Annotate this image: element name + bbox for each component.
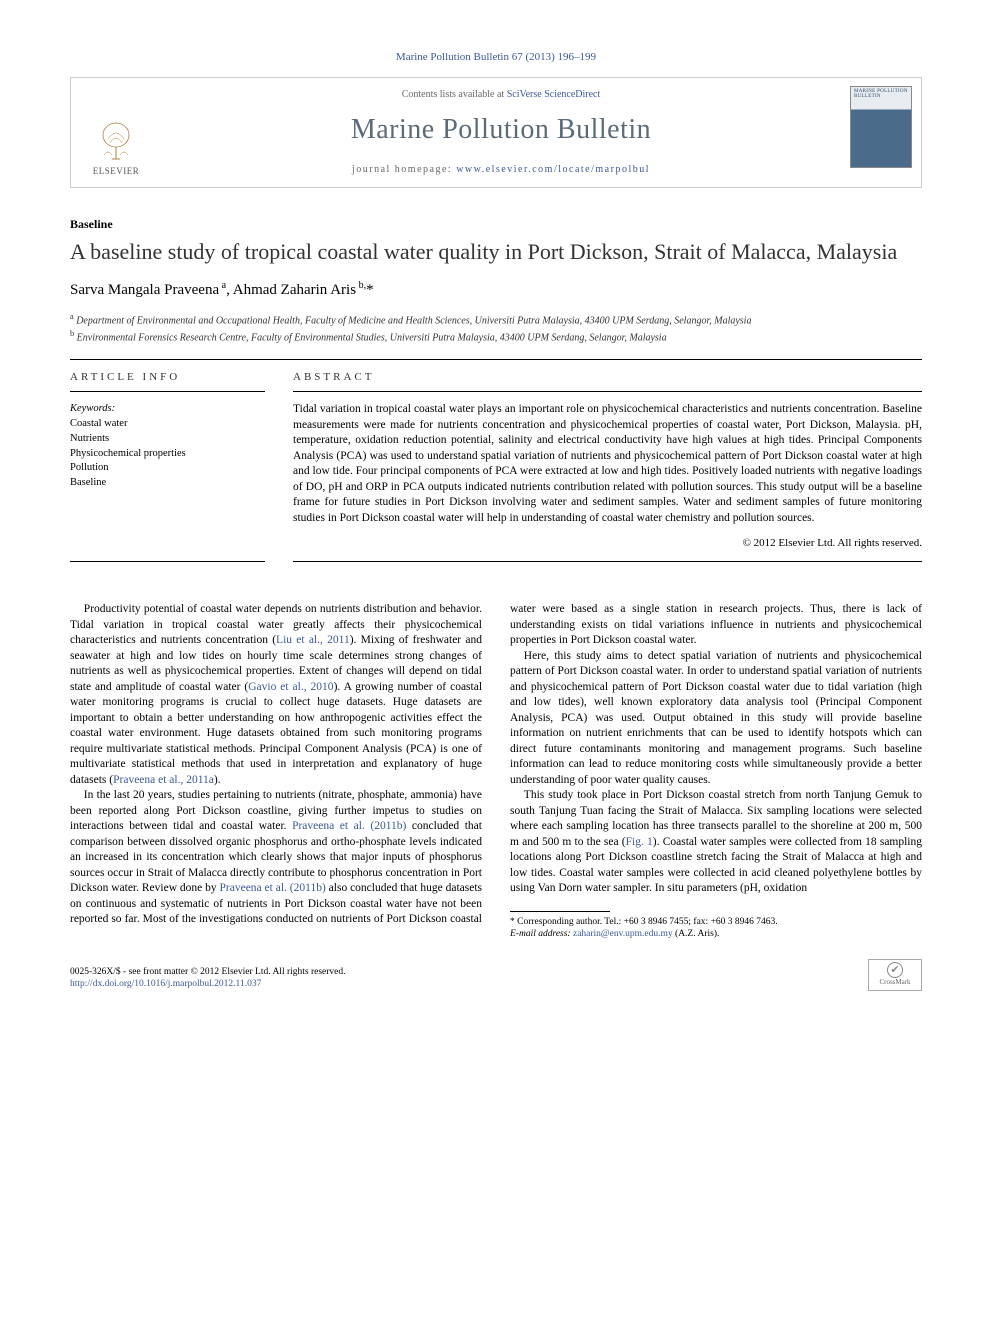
- affil-sup-b: b: [70, 329, 74, 338]
- body-para-4: This study took place in Port Dickson co…: [510, 788, 922, 897]
- abstract-bottom-rule: [293, 561, 922, 562]
- crossmark-icon: ✔: [887, 962, 903, 978]
- body-para-1: Productivity potential of coastal water …: [70, 602, 482, 788]
- citation-link[interactable]: Praveena et al. (2011b): [292, 820, 406, 832]
- footnote-rule: [510, 911, 610, 912]
- footer-copyright-line: 0025-326X/$ - see front matter © 2012 El…: [70, 966, 346, 978]
- journal-name: Marine Pollution Bulletin: [161, 111, 841, 149]
- article-section-label: Baseline: [70, 216, 922, 232]
- elsevier-tree-icon: [94, 119, 138, 163]
- abstract-column: ABSTRACT Tidal variation in tropical coa…: [293, 370, 922, 551]
- contents-prefix: Contents lists available at: [402, 89, 507, 100]
- body-text: Productivity potential of coastal water …: [70, 602, 922, 940]
- body-text-span: ).: [214, 774, 221, 786]
- article-info-heading: ARTICLE INFO: [70, 370, 265, 392]
- crossmark-badge[interactable]: ✔ CrossMark: [868, 959, 922, 991]
- affil-text-b: Environmental Forensics Research Centre,…: [77, 332, 667, 343]
- page-footer: 0025-326X/$ - see front matter © 2012 El…: [70, 959, 922, 991]
- abstract-heading: ABSTRACT: [293, 370, 922, 392]
- author-1-affil: a: [219, 280, 226, 291]
- publisher-logo-col: ELSEVIER: [71, 78, 161, 187]
- citation-link[interactable]: Praveena et al., 2011a: [113, 774, 214, 786]
- contents-available-line: Contents lists available at SciVerse Sci…: [161, 88, 841, 102]
- keyword-item: Nutrients: [70, 432, 265, 447]
- footer-left: 0025-326X/$ - see front matter © 2012 El…: [70, 966, 346, 991]
- journal-homepage-link[interactable]: www.elsevier.com/locate/marpolbul: [456, 164, 650, 175]
- publisher-name: ELSEVIER: [93, 165, 140, 177]
- keyword-item: Pollution: [70, 461, 265, 476]
- journal-homepage-line: journal homepage: www.elsevier.com/locat…: [161, 163, 841, 177]
- keyword-item: Baseline: [70, 476, 265, 491]
- footnote-email-line: E-mail address: zaharin@env.upm.edu.my (…: [510, 928, 922, 940]
- email-who: (A.Z. Aris).: [675, 929, 719, 939]
- running-head-citation: Marine Pollution Bulletin 67 (2013) 196–…: [70, 50, 922, 65]
- footnote-corr-line: * Corresponding author. Tel.: +60 3 8946…: [510, 916, 922, 928]
- citation-link[interactable]: Liu et al., 2011: [276, 634, 350, 646]
- author-1: Sarva Mangala Praveena: [70, 282, 219, 298]
- info-abstract-block: ARTICLE INFO Keywords: Coastal water Nut…: [70, 370, 922, 551]
- doi-link[interactable]: http://dx.doi.org/10.1016/j.marpolbul.20…: [70, 979, 261, 989]
- author-2-affil: b,: [356, 280, 366, 291]
- journal-header-center: Contents lists available at SciVerse Sci…: [161, 78, 841, 187]
- cover-thumb-col: MARINE POLLUTION BULLETIN: [841, 78, 921, 187]
- body-para-3: Here, this study aims to detect spatial …: [510, 649, 922, 789]
- figure-link[interactable]: Fig. 1: [626, 836, 653, 848]
- cover-thumb-title: MARINE POLLUTION BULLETIN: [854, 89, 908, 100]
- affiliations: a Department of Environmental and Occupa…: [70, 311, 922, 346]
- abstract-copyright: © 2012 Elsevier Ltd. All rights reserved…: [293, 536, 922, 551]
- title-rule: [70, 359, 922, 360]
- body-text-span: ). A growing number of coastal water mon…: [70, 681, 482, 786]
- affiliation-a: a Department of Environmental and Occupa…: [70, 311, 922, 328]
- citation-link[interactable]: Praveena et al. (2011b): [220, 882, 326, 894]
- corresponding-email-link[interactable]: zaharin@env.upm.edu.my: [573, 929, 673, 939]
- info-abstract-bottom-rules: [70, 561, 922, 562]
- affil-sup-a: a: [70, 312, 74, 321]
- journal-cover-thumbnail: MARINE POLLUTION BULLETIN: [850, 86, 912, 168]
- elsevier-logo: ELSEVIER: [93, 119, 140, 177]
- author-2: Ahmad Zaharin Aris: [233, 282, 356, 298]
- article-info-column: ARTICLE INFO Keywords: Coastal water Nut…: [70, 370, 265, 551]
- keywords-label: Keywords:: [70, 402, 265, 416]
- affil-text-a: Department of Environmental and Occupati…: [76, 315, 751, 326]
- sciencedirect-link[interactable]: SciVerse ScienceDirect: [507, 89, 601, 100]
- crossmark-label: CrossMark: [879, 978, 910, 987]
- info-bottom-rule: [70, 561, 265, 562]
- abstract-text: Tidal variation in tropical coastal wate…: [293, 402, 922, 526]
- keyword-item: Physicochemical properties: [70, 447, 265, 462]
- email-label: E-mail address:: [510, 929, 571, 939]
- article-title: A baseline study of tropical coastal wat…: [70, 238, 922, 266]
- authors-line: Sarva Mangala Praveena a, Ahmad Zaharin …: [70, 279, 922, 300]
- citation-link[interactable]: Gavio et al., 2010: [248, 681, 333, 693]
- journal-header: ELSEVIER Contents lists available at Sci…: [70, 77, 922, 188]
- corresponding-author-footnote: * Corresponding author. Tel.: +60 3 8946…: [510, 916, 922, 941]
- affiliation-b: b Environmental Forensics Research Centr…: [70, 328, 922, 345]
- keyword-item: Coastal water: [70, 417, 265, 432]
- corresponding-author-marker[interactable]: *: [366, 282, 374, 298]
- keywords-list: Coastal water Nutrients Physicochemical …: [70, 417, 265, 490]
- homepage-prefix: journal homepage:: [352, 164, 456, 175]
